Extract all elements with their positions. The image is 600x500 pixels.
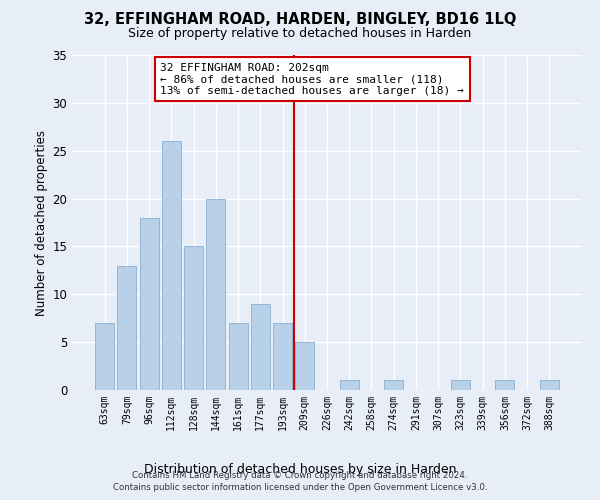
- Bar: [340, 380, 359, 390]
- Bar: [118, 266, 136, 390]
- Bar: [251, 304, 270, 390]
- Bar: [540, 380, 559, 390]
- Bar: [451, 380, 470, 390]
- Text: Distribution of detached houses by size in Harden: Distribution of detached houses by size …: [144, 462, 456, 475]
- Bar: [229, 323, 248, 390]
- Bar: [273, 323, 292, 390]
- Text: 32 EFFINGHAM ROAD: 202sqm
← 86% of detached houses are smaller (118)
13% of semi: 32 EFFINGHAM ROAD: 202sqm ← 86% of detac…: [160, 62, 464, 96]
- Bar: [95, 323, 114, 390]
- Text: 32, EFFINGHAM ROAD, HARDEN, BINGLEY, BD16 1LQ: 32, EFFINGHAM ROAD, HARDEN, BINGLEY, BD1…: [84, 12, 516, 28]
- Bar: [384, 380, 403, 390]
- Bar: [184, 246, 203, 390]
- Bar: [496, 380, 514, 390]
- Bar: [206, 198, 225, 390]
- Bar: [140, 218, 158, 390]
- Bar: [162, 141, 181, 390]
- Text: Size of property relative to detached houses in Harden: Size of property relative to detached ho…: [128, 28, 472, 40]
- Text: Contains HM Land Registry data © Crown copyright and database right 2024.
Contai: Contains HM Land Registry data © Crown c…: [113, 471, 487, 492]
- Bar: [295, 342, 314, 390]
- Y-axis label: Number of detached properties: Number of detached properties: [35, 130, 48, 316]
